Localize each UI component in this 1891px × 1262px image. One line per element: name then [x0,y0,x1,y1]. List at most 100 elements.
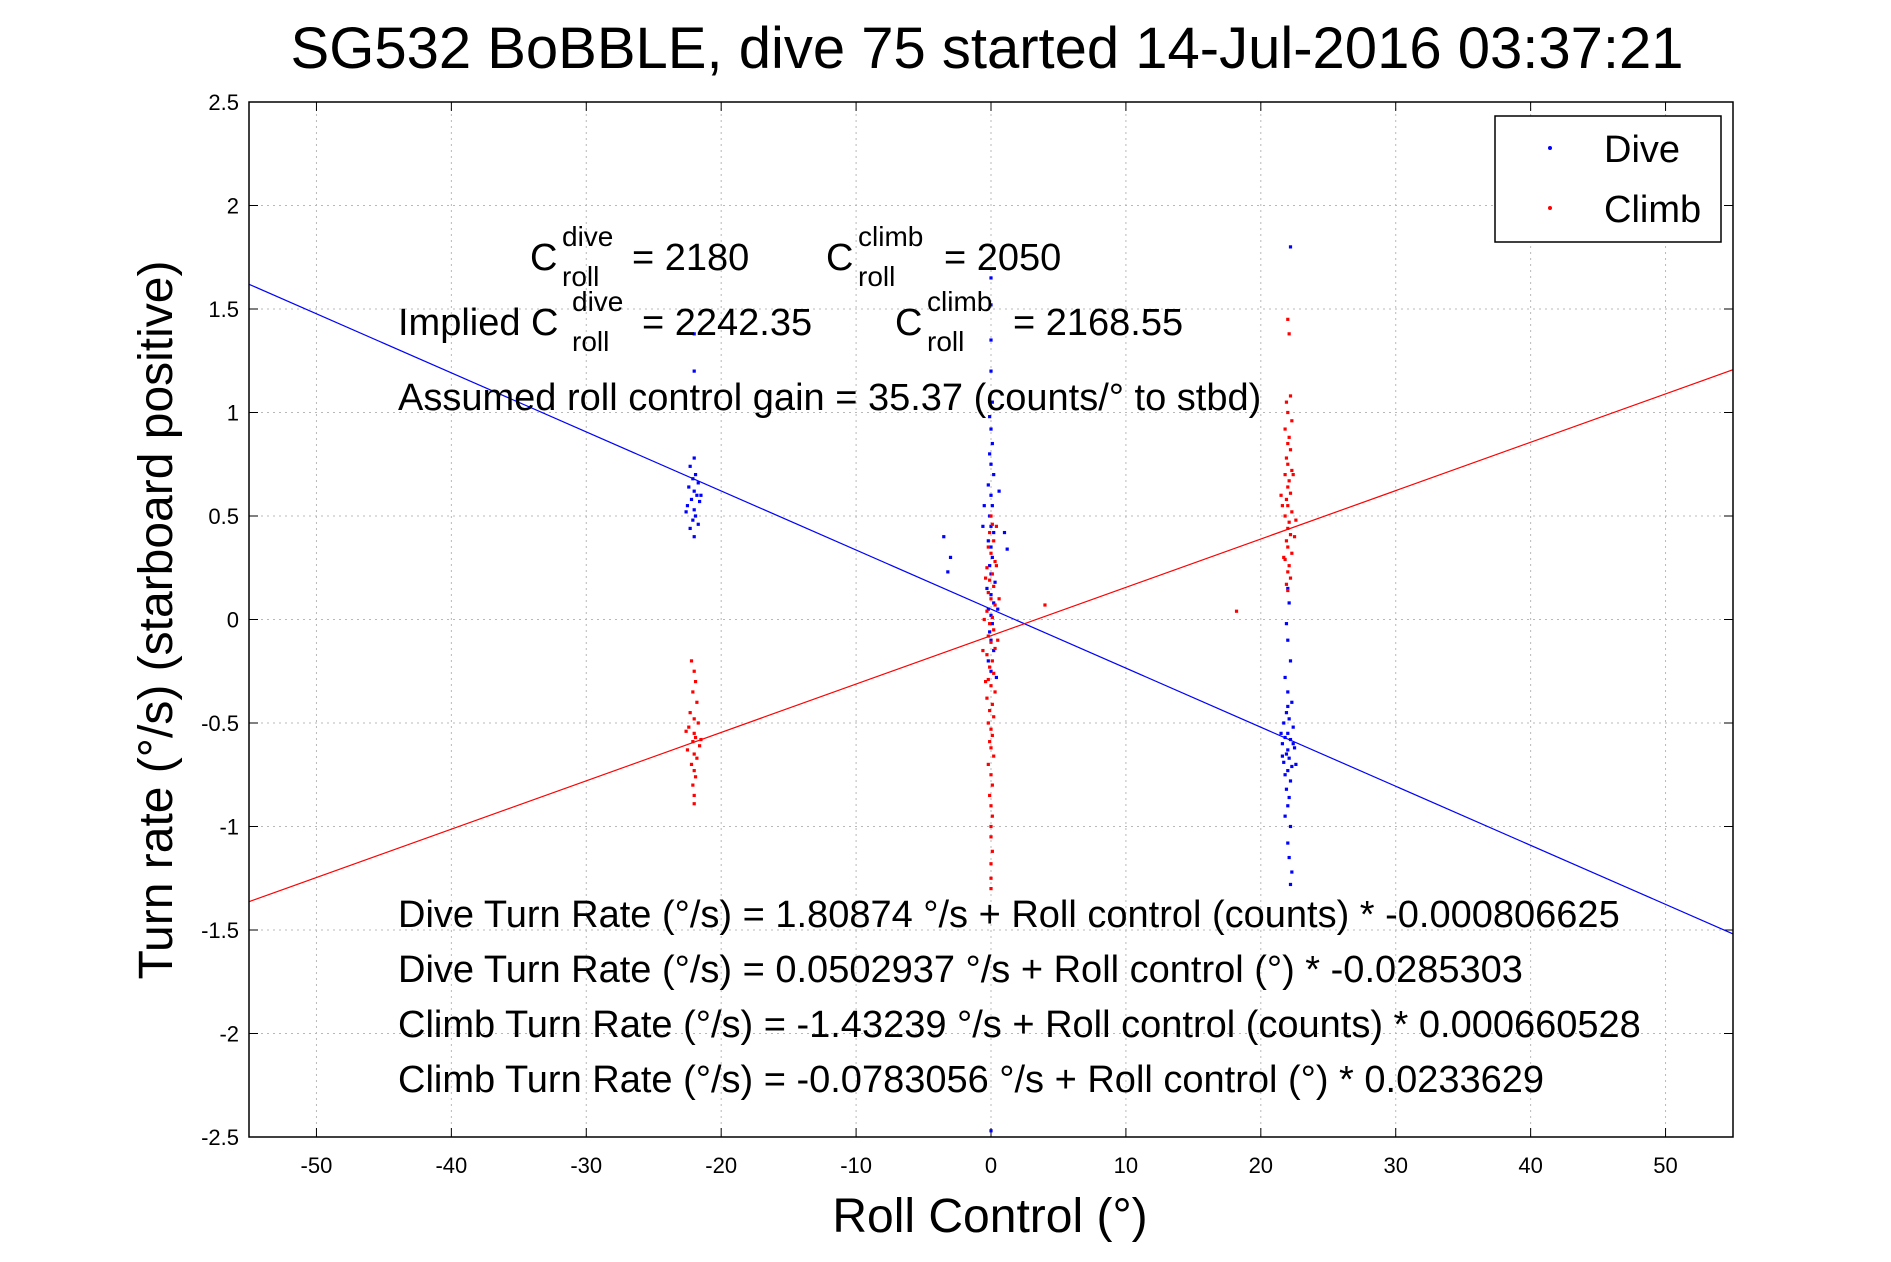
dive-point [989,276,993,280]
climb-point [988,530,992,535]
climb-point [988,622,992,626]
dive-point [1002,530,1007,535]
dive-point [696,522,700,526]
climb-point [696,721,700,725]
climb-point [692,793,696,798]
climb-point [1286,545,1290,549]
dive-point [695,493,699,497]
dive-point [990,622,994,626]
climb-point [997,597,1001,601]
dive-point [692,456,696,460]
x-tick-label: -10 [840,1153,872,1178]
dive-point [1286,731,1290,735]
dive-point [1283,735,1287,740]
climb-point [996,638,1000,642]
dive-point [1284,622,1289,626]
climb-point [688,711,692,715]
dive-point [1292,746,1297,750]
climb-point [1280,504,1285,508]
climb-point [989,887,993,891]
dive-point [1284,752,1289,756]
climb-point [692,669,696,673]
climb-point [988,578,992,582]
y-tick-label: -0.5 [201,711,239,736]
climb-point [985,653,989,657]
dive-point [687,485,691,489]
climb-point [1286,441,1290,446]
climb-point [989,640,993,644]
climb-point [1284,497,1289,502]
climb-point [990,572,994,576]
climb-point [990,849,994,853]
climb-point [695,756,699,760]
climb-point [1290,510,1294,514]
c-roll-climb-sub: roll [858,261,895,292]
climb-point [1284,539,1289,543]
implied-dive-value: = 2242.35 [642,302,812,344]
climb-fit-line [248,369,1734,903]
dive-point [990,555,994,559]
climb-point [1283,514,1287,518]
y-tick-label: -2.5 [201,1125,239,1150]
y-tick-label: 1 [227,401,239,426]
climb-point [993,646,997,651]
dive-point [988,452,992,456]
climb-point [1291,473,1295,477]
implied-climb-label: C [895,302,922,344]
annotation-equation-2: Dive Turn Rate (°/s) = 0.0502937 °/s + R… [398,949,1523,991]
annotation-equation-3: Climb Turn Rate (°/s) = -1.43239 °/s + R… [398,1004,1641,1046]
climb-point [1286,504,1290,508]
x-tick-label: -50 [301,1153,333,1178]
dive-point [994,675,998,680]
climb-point [988,665,992,669]
dive-point [1283,814,1287,818]
climb-point [993,559,997,564]
dive-point [989,545,993,549]
dive-point [1005,547,1009,551]
plot-frame [248,101,1734,1138]
dive-point [684,510,688,514]
climb-point [981,648,985,653]
climb-point [1287,520,1291,524]
climb-point [1234,609,1239,613]
climb-point [990,522,994,526]
climb-point [1290,419,1294,423]
dive-point [989,593,993,597]
fit-lines [248,283,1734,935]
climb-point [689,659,694,663]
climb-point [989,551,993,555]
data-points [684,245,1298,1133]
annotation-implied-climb: C climb roll = 2168.55 [895,286,1183,357]
annotation-c-roll-dive: C dive roll = 2180 [530,221,749,292]
dive-point [992,648,996,653]
climb-point [1283,473,1287,477]
dive-point [989,524,993,528]
annotation-implied-dive: Implied C dive roll = 2242.35 [398,286,812,357]
climb-point [989,862,993,866]
y-tick-label: 0.5 [208,504,239,529]
climb-point [697,744,702,748]
climb-point [989,514,993,518]
dive-point [986,539,990,543]
climb-point [699,737,703,742]
y-axis-label: Turn rate (°/s) (starboard positive) [130,261,183,980]
dive-point [1284,787,1289,791]
climb-point [693,775,698,779]
dive-point [688,464,692,468]
implied-dive-label: Implied C [398,302,559,344]
climb-point [985,696,989,700]
dive-point [989,638,993,642]
climb-point [1286,485,1290,489]
dive-point [1286,704,1290,709]
dive-point [1288,882,1293,887]
annotation-equation-1: Dive Turn Rate (°/s) = 1.80874 °/s + Rol… [398,894,1620,936]
dive-point [1287,795,1291,800]
implied-climb-sub: roll [927,326,964,357]
climb-point [692,802,696,806]
climb-point [1286,410,1290,415]
dive-point [992,473,996,477]
climb-point [989,727,993,731]
climb-point [984,680,988,684]
x-tick-label: 10 [1114,1153,1138,1178]
dive-point [1283,773,1287,777]
